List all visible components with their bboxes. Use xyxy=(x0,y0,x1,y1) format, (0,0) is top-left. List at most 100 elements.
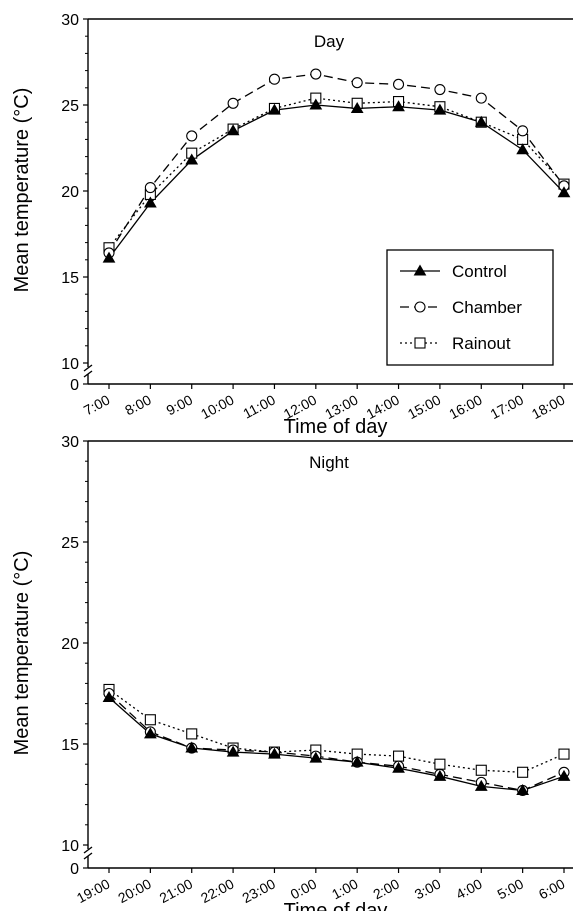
data-point-chamber xyxy=(310,68,322,80)
data-point-control xyxy=(268,747,281,759)
data-point-rainout xyxy=(475,764,487,776)
data-point-control xyxy=(433,769,447,781)
data-point-control xyxy=(350,101,364,113)
y-tick-label: 20 xyxy=(61,184,79,201)
x-tick-label: 1:00 xyxy=(329,875,361,902)
data-point-rainout xyxy=(558,748,570,760)
y-tick-label: 0 xyxy=(70,377,79,394)
y-tick-label: 20 xyxy=(61,636,79,653)
data-point-control xyxy=(268,103,281,115)
axis-break-mark xyxy=(83,364,93,372)
y-tick-label: 30 xyxy=(61,12,79,29)
data-point-rainout xyxy=(186,728,198,740)
axis-break-mark xyxy=(83,852,93,860)
legend-label-control: Control xyxy=(452,262,507,281)
data-point-control xyxy=(143,727,157,739)
x-tick-label: 7:00 xyxy=(81,391,113,418)
data-point-chamber xyxy=(351,77,363,89)
data-point-control xyxy=(226,124,240,136)
data-point-control xyxy=(143,196,157,208)
data-point-control xyxy=(309,751,323,763)
data-point-chamber xyxy=(227,97,239,109)
data-point-control xyxy=(185,153,199,165)
data-point-control xyxy=(392,761,405,773)
y-tick-label: 0 xyxy=(70,861,79,878)
x-tick-label: 20:00 xyxy=(115,875,154,906)
y-tick-label: 25 xyxy=(61,98,79,115)
data-point-control xyxy=(474,779,488,791)
x-tick-label: 5:00 xyxy=(494,875,526,902)
data-point-control xyxy=(185,741,199,753)
data-point-chamber xyxy=(268,73,281,85)
data-point-chamber xyxy=(144,182,156,194)
y-tick-label: 10 xyxy=(61,838,79,855)
x-tick-label: 16:00 xyxy=(446,391,485,422)
legend-marker-rainout xyxy=(414,337,426,349)
legend-label-rainout: Rainout xyxy=(452,334,511,353)
data-point-control xyxy=(474,115,488,127)
x-tick-label: 4:00 xyxy=(453,875,485,902)
data-point-control xyxy=(516,143,530,155)
data-point-rainout xyxy=(434,758,446,770)
x-tick-label: 2:00 xyxy=(370,875,402,902)
panel-title: Day xyxy=(314,32,345,51)
x-tick-label: 22:00 xyxy=(198,875,237,906)
axis-break-mark xyxy=(83,370,93,378)
series-line-rainout xyxy=(108,97,565,249)
data-point-control xyxy=(516,783,530,795)
x-tick-label: 18:00 xyxy=(529,391,568,422)
x-tick-label: 10:00 xyxy=(198,391,237,422)
data-point-control xyxy=(392,100,405,112)
axis-break-mark xyxy=(83,846,93,854)
data-point-control xyxy=(557,186,571,198)
x-tick-label: 11:00 xyxy=(240,391,278,421)
legend-marker-chamber xyxy=(414,301,426,313)
x-axis-title: Time of day xyxy=(284,900,388,911)
data-point-control xyxy=(350,755,364,767)
night-panel: 0 10 15 20 25 30 19:00 20:00 21:00 22:00 23:00 0:00… xyxy=(11,434,573,911)
legend-label-chamber: Chamber xyxy=(452,298,522,317)
x-axis-title: Time of day xyxy=(284,416,388,438)
data-point-control xyxy=(557,769,571,781)
data-point-chamber xyxy=(434,83,446,96)
series-line-control xyxy=(108,697,565,792)
y-tick-label: 15 xyxy=(61,270,79,287)
x-tick-label: 17:00 xyxy=(488,391,527,422)
data-point-control xyxy=(309,98,323,110)
legend: Control Chamber Rainout xyxy=(386,249,554,366)
x-tick-label: 8:00 xyxy=(122,391,154,418)
y-tick-label: 25 xyxy=(61,535,79,552)
x-tick-label: 3:00 xyxy=(412,875,444,902)
data-point-rainout xyxy=(517,766,529,778)
x-tick-label: 23:00 xyxy=(239,875,278,906)
series-line-control xyxy=(108,104,565,259)
data-point-chamber xyxy=(517,125,529,137)
data-point-control xyxy=(102,691,116,703)
data-point-chamber xyxy=(186,130,198,142)
data-point-chamber xyxy=(475,92,487,104)
data-point-control xyxy=(226,745,240,757)
y-axis-title: Mean temperature (°C) xyxy=(11,551,33,756)
data-point-rainout xyxy=(392,750,405,762)
data-point-control xyxy=(433,103,447,115)
series-line-chamber xyxy=(108,73,565,254)
data-point-rainout xyxy=(144,714,156,726)
y-tick-label: 15 xyxy=(61,737,79,754)
x-tick-label: 15:00 xyxy=(405,391,444,422)
data-point-chamber xyxy=(392,78,405,90)
x-tick-label: 9:00 xyxy=(164,391,196,418)
legend-marker-control xyxy=(413,264,427,276)
x-tick-label: 21:00 xyxy=(157,875,196,906)
y-axis-title: Mean temperature (°C) xyxy=(11,88,33,293)
x-tick-label: 19:00 xyxy=(74,875,113,906)
y-tick-label: 10 xyxy=(61,356,79,373)
series-line-chamber xyxy=(108,693,565,792)
series-line-rainout xyxy=(108,688,565,773)
panel-title: Night xyxy=(309,453,349,472)
x-tick-label: 0:00 xyxy=(288,875,320,902)
x-tick-label: 6:00 xyxy=(536,875,568,902)
data-point-control xyxy=(102,251,116,263)
y-tick-label: 30 xyxy=(61,434,79,451)
